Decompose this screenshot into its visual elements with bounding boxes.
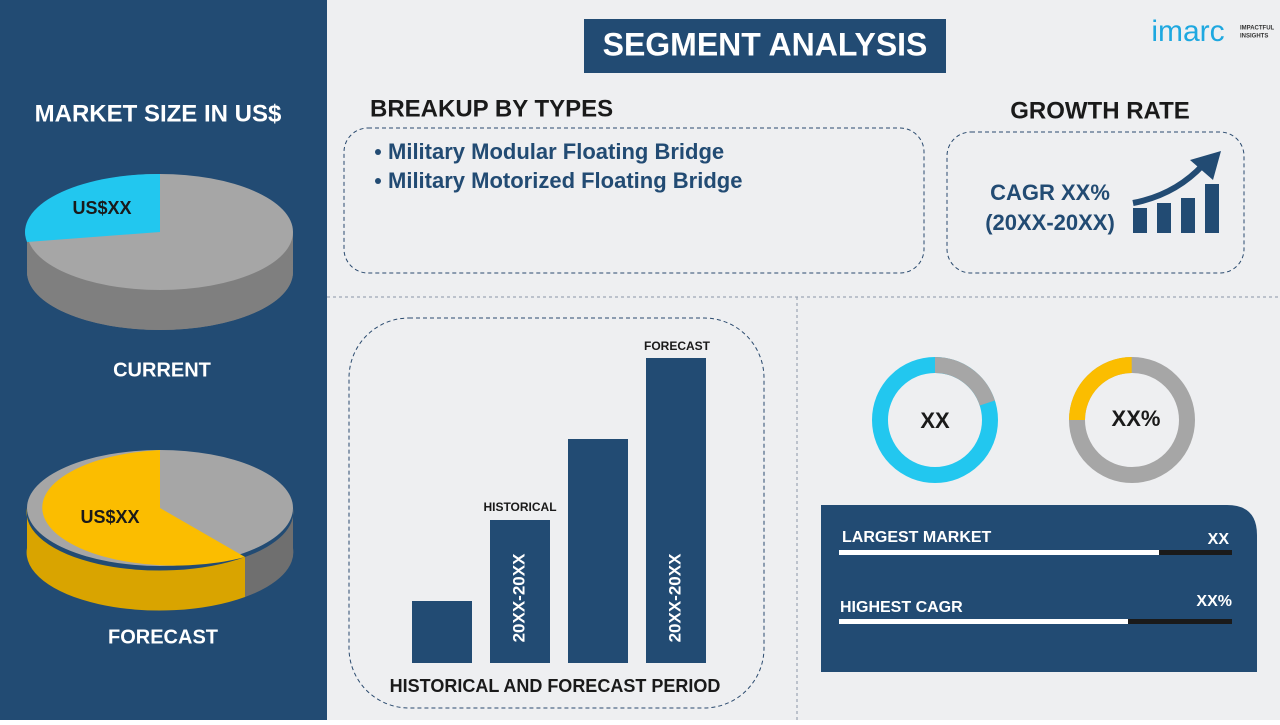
period-box — [348, 317, 765, 709]
growth-box — [946, 131, 1245, 274]
title-box — [584, 19, 946, 73]
forecast-label: FORECAST — [108, 626, 218, 648]
stat-value: XX% — [1196, 593, 1232, 610]
period-title: HISTORICAL AND FORECAST PERIOD — [390, 676, 721, 696]
breakup-item: Military Motorized Floating Bridge — [388, 168, 742, 193]
bullet — [375, 149, 381, 155]
logo: imarc — [1151, 15, 1224, 48]
forecast-period: 20XX-20XX — [665, 553, 684, 642]
stats-box — [821, 505, 1257, 672]
stat-track-rest — [1128, 619, 1232, 624]
donut-label: XX% — [1112, 406, 1161, 431]
stat-track-rest — [1159, 550, 1232, 555]
growth-title: GROWTH RATE — [1010, 97, 1190, 124]
donut-1 — [872, 357, 998, 483]
logo-tagline: IMPACTFUL — [1240, 26, 1275, 32]
stat-label: LARGEST MARKET — [842, 529, 992, 546]
current-pie — [25, 173, 293, 330]
donut-label: XX — [920, 408, 950, 433]
page-title: SEGMENT ANALYSIS — [603, 26, 928, 62]
growth-icon — [1132, 151, 1221, 233]
forecast-pie — [26, 450, 294, 611]
bullet — [375, 178, 381, 184]
breakup-box — [343, 127, 925, 274]
historical-period: 20XX-20XX — [509, 553, 528, 642]
left-title: MARKET SIZE IN US$ — [35, 100, 282, 127]
logo-tagline: INSIGHTS — [1240, 34, 1268, 40]
forecast-value: US$XX — [80, 507, 139, 527]
stat-label: HIGHEST CAGR — [840, 599, 963, 616]
stat-track — [839, 619, 1232, 624]
cagr: CAGR XX% — [990, 180, 1110, 205]
cagr-period: (20XX-20XX) — [985, 210, 1115, 235]
stat-track — [839, 550, 1232, 555]
breakup-item: Military Modular Floating Bridge — [388, 139, 724, 164]
current-label: CURRENT — [113, 359, 211, 381]
current-value: US$XX — [72, 198, 131, 218]
stat-value: XX — [1208, 531, 1230, 548]
breakup-title: BREAKUP BY TYPES — [370, 95, 613, 122]
historical-label: HISTORICAL — [483, 500, 556, 514]
forecast-label: FORECAST — [644, 339, 711, 353]
period-bars — [412, 358, 706, 663]
donut-2 — [1069, 357, 1195, 483]
